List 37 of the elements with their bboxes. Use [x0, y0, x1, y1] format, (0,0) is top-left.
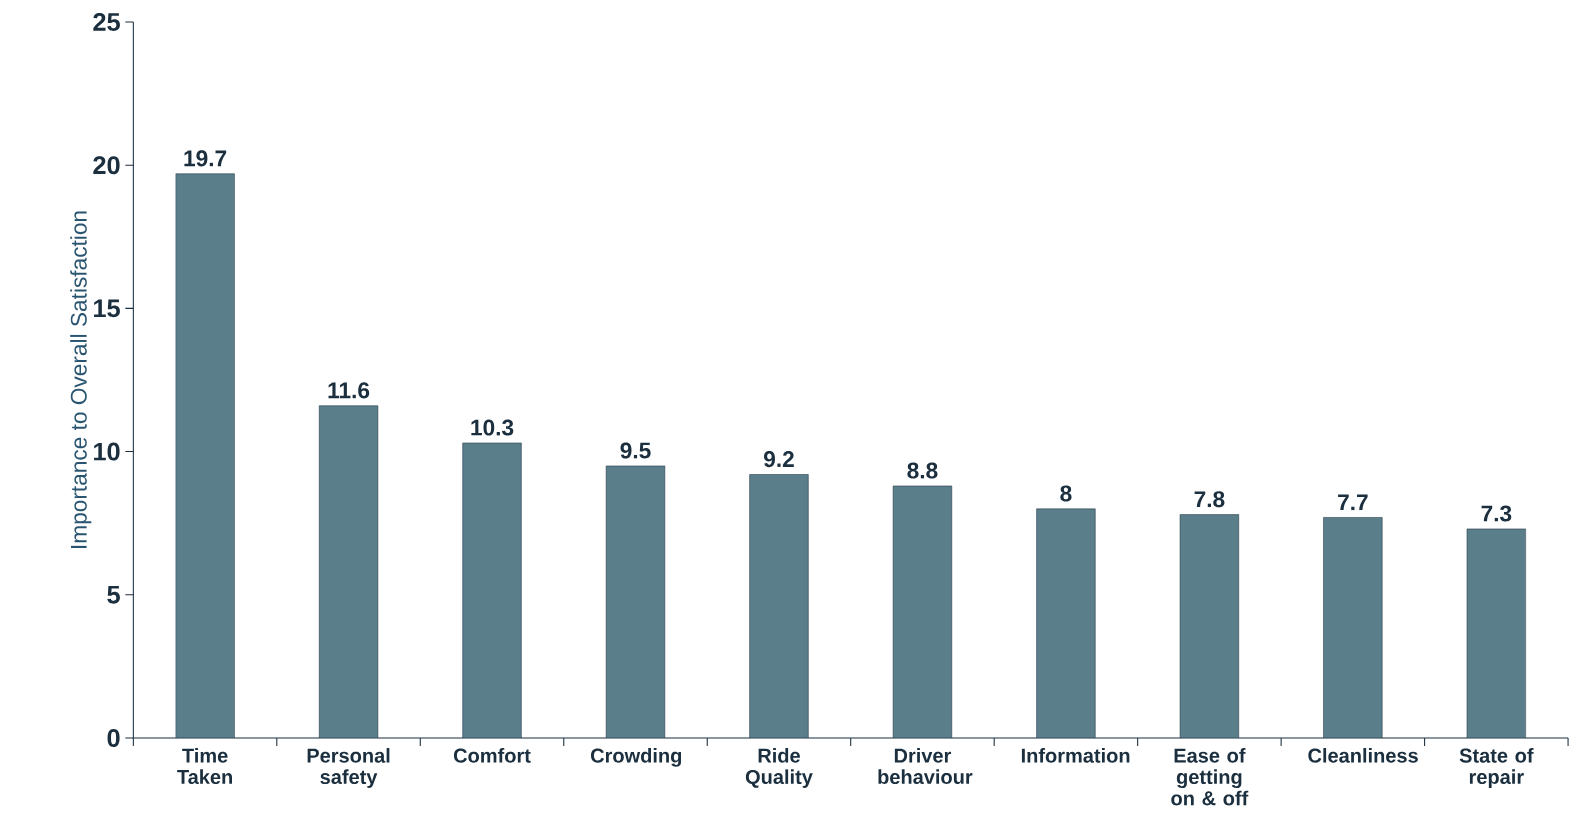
- data-label: 11.6: [328, 382, 370, 399]
- data-label: 9.2: [764, 451, 794, 468]
- y-tick-label: 10: [94, 442, 120, 461]
- y-tick-label: 0: [107, 729, 120, 747]
- data-label: 8.8: [907, 462, 938, 479]
- x-tick-label: State of repair: [1459, 748, 1534, 788]
- data-label: 7.3: [1481, 505, 1512, 522]
- x-tick-label: Cleanliness: [1308, 748, 1418, 763]
- data-label: 19.7: [184, 150, 227, 167]
- x-tick-label: Comfort: [453, 748, 531, 763]
- y-axis-title: Importance to Overall Satisfaction: [70, 211, 92, 548]
- y-tick-label: 20: [93, 156, 120, 175]
- x-tick-label: Personal safety: [307, 748, 390, 788]
- data-label: 7.7: [1338, 494, 1368, 511]
- bar: [318, 405, 379, 738]
- bar: [1323, 517, 1383, 738]
- x-tick-label: Crowding: [590, 748, 682, 767]
- y-tick-label: 25: [93, 13, 120, 31]
- bar: [1179, 514, 1239, 738]
- data-label: 7.8: [1194, 491, 1225, 508]
- bar: [605, 465, 666, 738]
- data-label: 8: [1060, 485, 1072, 502]
- bar: [749, 474, 809, 738]
- x-tick-label: Driver behaviour: [878, 748, 973, 785]
- bar: [1466, 528, 1526, 738]
- bar: [1036, 508, 1096, 738]
- bar: [175, 173, 235, 738]
- bar: [892, 485, 953, 738]
- x-tick-label: Ride Quality: [745, 748, 813, 788]
- data-label: 10.3: [471, 419, 514, 436]
- y-tick-label: 5: [107, 585, 120, 604]
- x-tick-label: Information: [1021, 748, 1130, 763]
- y-tick-label: 15: [94, 299, 120, 318]
- x-tick-label: Time Taken: [177, 748, 232, 785]
- data-label: 9.5: [620, 442, 651, 459]
- bar: [462, 442, 522, 738]
- x-tick-label: Ease of getting on & off: [1171, 748, 1249, 806]
